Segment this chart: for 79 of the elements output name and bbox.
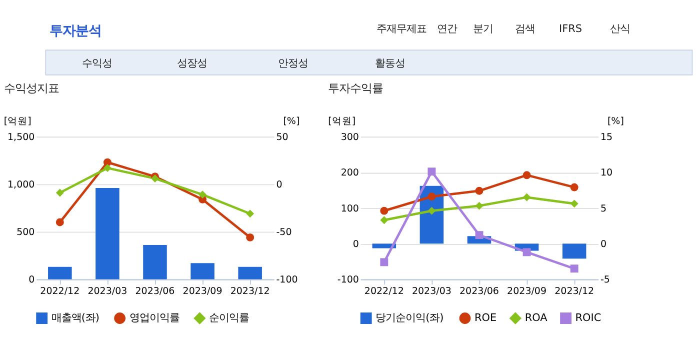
x-tick-label: 2022/12 <box>40 286 80 298</box>
y2-tick-label: 50 <box>276 132 288 143</box>
point <box>103 164 112 172</box>
y2-tick-label: 10 <box>600 168 613 179</box>
text: 주재무제표 <box>376 23 426 36</box>
text: 안정성 <box>278 57 308 70</box>
point <box>522 193 531 202</box>
bar <box>143 245 167 280</box>
x-tick-label: 2023/03 <box>412 286 452 298</box>
y2-tick-label: 0 <box>600 238 607 250</box>
y-tick-label: 100 <box>340 203 359 214</box>
y-tick-label: 500 <box>16 227 35 238</box>
text: 성장성 <box>177 57 208 70</box>
point <box>246 233 254 242</box>
chart-title: 수익성지표 <box>4 80 59 95</box>
y-tick-label: 0 <box>352 238 359 250</box>
x-tick-label: 2023/06 <box>460 286 499 298</box>
bar <box>238 266 262 280</box>
point <box>56 188 64 197</box>
x-tick-label: 2023/09 <box>182 286 222 298</box>
y2-tick-label: 0 <box>276 180 282 191</box>
x-tick-label: 2023/12 <box>554 286 594 298</box>
y-tick-label: 1,500 <box>8 132 35 143</box>
legend-label: 순이익률 <box>209 312 250 324</box>
legend-label: 영업이익률 <box>129 312 180 324</box>
point <box>380 206 388 215</box>
text: 산식 <box>610 23 630 36</box>
point <box>475 186 484 195</box>
bar <box>562 244 586 259</box>
y2-axis-title: [%] <box>283 116 300 127</box>
point <box>475 231 484 240</box>
y2-axis-title: [%] <box>607 116 624 127</box>
legend-label: ROA <box>524 312 548 324</box>
bar <box>96 188 120 280</box>
x-tick-label: 2022/12 <box>364 286 404 298</box>
point <box>380 258 388 266</box>
point <box>56 218 64 226</box>
y-tick-label: -100 <box>337 274 359 286</box>
text: 투자분석 <box>49 24 102 39</box>
y2-tick-label: 15 <box>600 132 613 143</box>
bar <box>190 263 214 280</box>
legend-label: 당기순이익(좌) <box>376 312 444 324</box>
point <box>570 264 578 273</box>
text: 분기 <box>473 23 494 36</box>
text: 활동성 <box>374 57 405 70</box>
point <box>380 216 388 224</box>
y-tick-label: 0 <box>28 274 35 286</box>
y-tick-label: 300 <box>340 132 359 143</box>
point <box>570 183 578 192</box>
y-tick-label: 200 <box>340 168 359 179</box>
point <box>198 190 207 199</box>
y2-tick-label: -5 <box>600 274 610 286</box>
legend-label: 매출액(좌) <box>51 312 100 324</box>
text: 검색 <box>514 23 535 36</box>
point <box>522 171 531 180</box>
point <box>428 168 436 176</box>
bar <box>48 266 72 280</box>
point <box>522 248 531 256</box>
x-tick-label: 2023/06 <box>135 286 175 298</box>
legend-label: ROE <box>474 312 497 324</box>
legend-label: ROIC <box>575 312 602 324</box>
x-tick-label: 2023/09 <box>507 286 547 298</box>
y2-tick-label: 5 <box>600 203 607 214</box>
y2-tick-label: -100 <box>276 274 298 286</box>
x-tick-label: 2023/12 <box>230 286 270 298</box>
point <box>570 200 578 208</box>
y-tick-label: 1,000 <box>8 180 35 191</box>
y-axis-title: [억원] <box>328 116 356 127</box>
text: 수익성 <box>82 57 112 70</box>
y2-tick-label: -50 <box>276 227 292 238</box>
point <box>246 210 254 218</box>
y-axis-title: [억원] <box>4 116 32 127</box>
chart-title: 투자수익률 <box>328 80 384 95</box>
point <box>475 202 484 210</box>
text: 연간 <box>436 23 457 36</box>
text: IFRS <box>559 23 582 36</box>
point <box>428 206 436 215</box>
x-tick-label: 2023/03 <box>88 286 128 298</box>
point <box>428 192 436 201</box>
